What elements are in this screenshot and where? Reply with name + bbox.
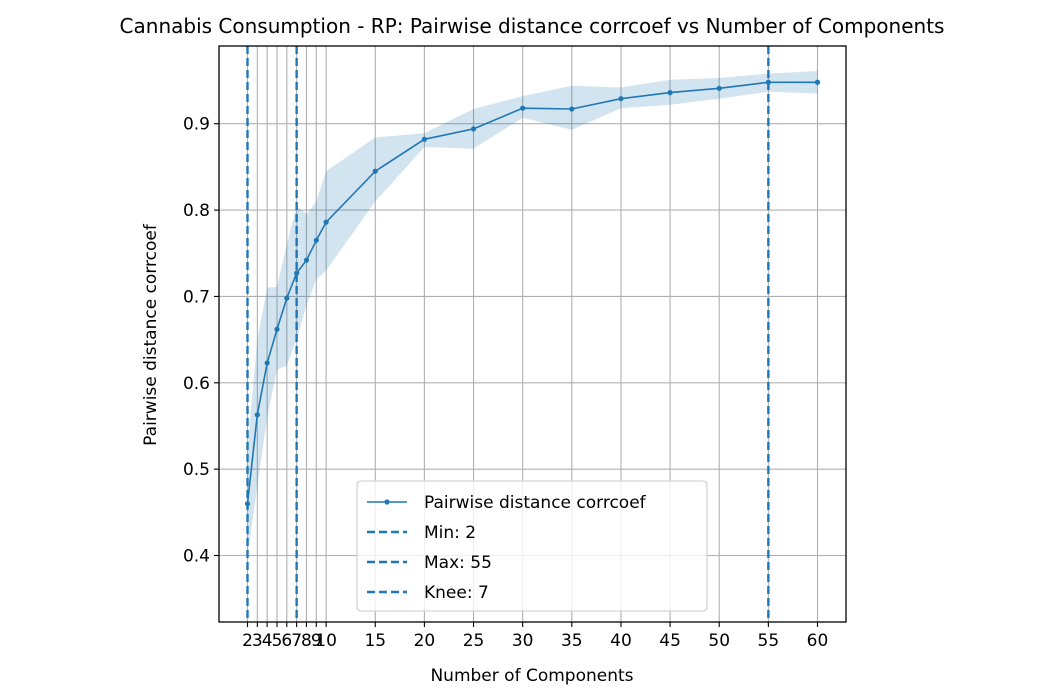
x-tick-label: 20 [414,631,436,651]
chart-title: Cannabis Consumption - RP: Pairwise dist… [120,14,945,38]
x-tick-label: 10 [315,631,337,651]
reference-lines [246,46,770,622]
x-tick-label: 45 [659,631,681,651]
y-axis: 0.4 0.5 0.6 0.7 0.8 0.9 [183,115,219,567]
data-point [814,79,821,85]
legend: Pairwise distance corrcoef Min: 2 Max: 55 K… [356,480,708,612]
data-point [284,295,290,301]
data-point [264,360,270,366]
legend-entry-label: Min: 2 [424,523,476,543]
x-tick-label: 8 [301,631,312,651]
x-tick-label: 2 [242,631,253,651]
x-tick-label: 5 [272,631,283,651]
data-point [470,126,477,132]
data-point [244,501,251,507]
x-tick-label: 25 [463,631,485,651]
y-tick-label: 0.8 [183,201,210,221]
y-tick-label: 0.4 [183,547,210,567]
data-point [421,136,427,142]
plot-frame [218,45,847,623]
x-tick-label: 35 [561,631,583,651]
y-tick-label: 0.6 [183,374,210,394]
data-point [274,326,280,332]
series-line [246,81,818,504]
data-point [618,96,624,102]
x-tick-label: 60 [807,631,829,651]
x-tick-label: 15 [364,631,386,651]
x-tick-label: 50 [708,631,730,651]
legend-entry-label: Pairwise distance corrcoef [424,493,647,513]
series-group [244,79,821,507]
x-tick-label: 4 [262,631,273,651]
x-tick-label: 30 [512,631,534,651]
data-point [313,237,319,243]
legend-entry-label: Knee: 7 [424,583,489,603]
data-point [294,270,300,276]
data-point [716,85,722,91]
x-tick-label: 6 [281,631,292,651]
x-tick-label: 55 [758,631,780,651]
x-tick-label: 40 [610,631,632,651]
data-point [520,105,526,111]
data-point [303,257,310,263]
legend-box [356,480,708,612]
legend-entry-label: Max: 55 [424,553,492,573]
data-point [372,168,378,174]
legend-swatch-marker [384,499,390,505]
y-tick-label: 0.5 [183,460,210,480]
data-point [667,90,673,96]
data-point [323,219,329,225]
data-point [569,106,575,112]
x-tick-label: 3 [252,631,263,651]
x-tick-label: 7 [291,631,302,651]
y-tick-label: 0.7 [183,287,210,307]
y-axis-label: Pairwise distance corrcoef [141,223,161,446]
x-tick-label: 9 [311,631,322,651]
x-axis-label: Number of Components [430,666,633,686]
data-point [765,79,771,85]
data-point [254,412,260,418]
y-tick-label: 0.9 [183,115,210,135]
